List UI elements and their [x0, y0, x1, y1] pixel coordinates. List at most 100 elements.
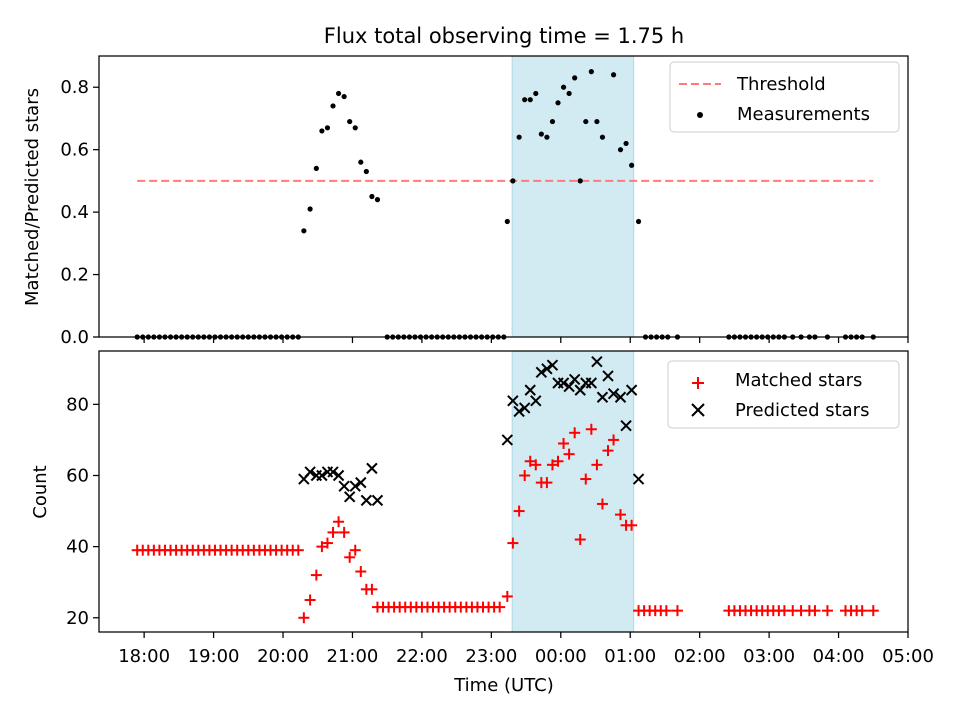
predicted-star-stroke [316, 469, 328, 482]
bottom-legend-box [667, 360, 900, 429]
matched-star-point [660, 605, 672, 617]
bottom-x-tick-label: 02:00 [674, 646, 726, 667]
predicted-star-stroke [304, 466, 316, 478]
measurement-point [566, 90, 572, 97]
matched-star-point [316, 541, 328, 553]
predicted-star-stroke [327, 466, 339, 478]
measurement-point [594, 118, 600, 125]
bottom-y-tick-label: 40 [66, 537, 89, 558]
bottom-panel: 20 40 60 80 18:00 19:00 20:00 21:00 22:00 23:00 0… [30, 350, 934, 696]
measurement-point [516, 134, 522, 140]
bottom-x-tick-label: 05:00 [882, 646, 934, 667]
predicted-star-point [338, 480, 350, 492]
matched-star-point [338, 526, 350, 538]
matched-star-point [494, 601, 506, 613]
predicted-star-stroke [620, 419, 632, 432]
top-panel: Flux total observing time = 1.75 h 0.00.… [22, 24, 909, 348]
measurement-point [341, 93, 347, 100]
predicted-star-point [371, 494, 384, 507]
predicted-star-stroke [530, 395, 542, 407]
predicted-star-point [518, 402, 531, 414]
measurement-point [572, 75, 578, 81]
measurement-point [588, 69, 594, 75]
predicted-star-point [602, 370, 614, 382]
measurement-point [504, 218, 510, 225]
predicted-star-stroke [563, 380, 575, 393]
legend-matched-swatch [692, 377, 704, 389]
measurement-point [301, 228, 307, 234]
predicted-star-stroke [371, 494, 384, 507]
measurement-point [369, 193, 375, 200]
bottom-x-tick-label: 20:00 [257, 646, 309, 667]
matched-star-point [321, 537, 333, 549]
top-y-tick-label: 0.4 [60, 202, 89, 223]
matched-star-point [501, 590, 513, 602]
predicted-star-stroke [524, 384, 536, 396]
matched-star-point [366, 583, 378, 595]
measurement-point [549, 118, 556, 125]
matched-star-point [507, 537, 519, 549]
matched-star-point [333, 516, 345, 528]
top-y-tick-label: 0.6 [60, 140, 89, 161]
predicted-star-point [501, 434, 514, 446]
measurement-point [307, 206, 313, 212]
bottom-x-tick-label: 18:00 [118, 646, 170, 667]
bottom-y-axis-label: Count [30, 465, 51, 518]
measurement-point [533, 90, 539, 97]
predicted-star-point [591, 355, 603, 368]
observing-window-span [511, 55, 635, 338]
matched-star-point [298, 612, 310, 624]
measurement-point [560, 84, 567, 90]
matched-star-point [574, 534, 586, 546]
predicted-stars-points [298, 355, 645, 507]
predicted-star-stroke [535, 366, 548, 379]
bottom-y-tick-label: 20 [66, 608, 89, 629]
top-y-tick-label: 0.8 [60, 77, 89, 98]
matched-star-point [563, 448, 575, 460]
predicted-star-stroke [355, 476, 367, 489]
predicted-star-point [327, 466, 339, 478]
measurement-point [363, 168, 369, 175]
predicted-star-stroke [343, 491, 356, 503]
matched-star-point [327, 526, 339, 538]
matched-star-point [602, 445, 614, 457]
matched-star-point [580, 473, 592, 485]
matched-star-point [569, 427, 581, 439]
top-y-tick-label: 0.2 [60, 265, 89, 286]
predicted-star-stroke [518, 402, 531, 414]
predicted-star-point [568, 373, 581, 386]
predicted-star-point [563, 380, 575, 393]
matched-star-point [596, 498, 608, 510]
measurement-point [635, 218, 642, 225]
matched-star-point [626, 519, 638, 531]
predicted-star-point [546, 359, 559, 371]
predicted-star-point [607, 387, 620, 400]
predicted-star-point [625, 384, 638, 396]
predicted-star-point [524, 384, 536, 396]
measurement-point [610, 72, 617, 78]
predicted-star-stroke [625, 384, 638, 396]
predicted-star-stroke [591, 355, 603, 368]
predicted-star-point [557, 377, 570, 389]
predicted-star-point [574, 384, 586, 396]
matched-star-point [292, 544, 304, 556]
matched-star-point [524, 455, 536, 467]
bottom-y-tick-label: 80 [66, 394, 89, 415]
matched-star-point [867, 605, 879, 617]
measurement-point [527, 97, 533, 103]
legend-threshold-label: Threshold [736, 74, 826, 95]
matched-star-point [608, 434, 620, 446]
matched-star-point [856, 605, 868, 617]
measurement-point [347, 118, 353, 125]
measurement-point [538, 131, 544, 137]
predicted-star-stroke [332, 469, 345, 482]
measurement-point [319, 128, 325, 134]
top-plot-frame [98, 55, 909, 338]
matched-star-point [671, 605, 683, 617]
predicted-star-point [360, 494, 373, 507]
measurement-point [330, 103, 336, 109]
measurement-point [358, 159, 364, 165]
measurement-point [510, 178, 516, 184]
predicted-star-point [349, 480, 361, 492]
